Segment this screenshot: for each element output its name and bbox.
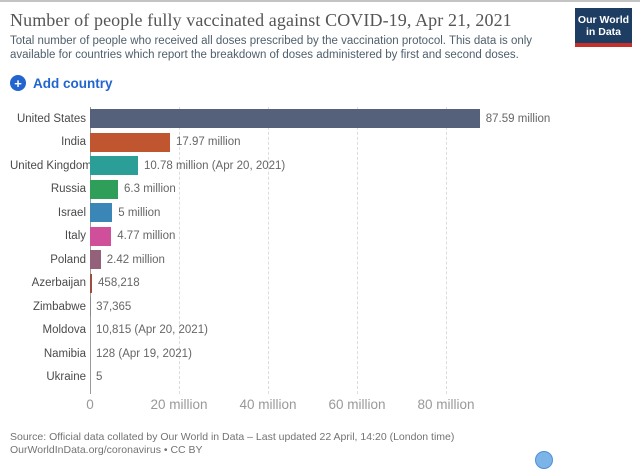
country-label: United States: [10, 113, 86, 125]
value-label: 2.42 million: [107, 254, 165, 266]
value-label: 87.59 million: [486, 113, 551, 125]
bar-track: 2.42 million: [90, 250, 630, 269]
header-text: Number of people fully vaccinated agains…: [10, 8, 570, 62]
x-tick-label: 40 million: [239, 397, 296, 412]
source-line: Source: Official data collated by Our Wo…: [10, 431, 640, 444]
country-label: Poland: [10, 254, 86, 266]
bar-track: 17.97 million: [90, 133, 630, 152]
bar-track: 458,218: [90, 274, 630, 293]
x-tick-label: 60 million: [328, 397, 385, 412]
country-label: Italy: [10, 230, 86, 242]
bar-row: Azerbaijan 458,218: [10, 272, 630, 296]
owid-logo[interactable]: Our World in Data: [575, 8, 632, 47]
add-country-button[interactable]: + Add country: [10, 75, 113, 91]
value-label: 5 million: [118, 207, 160, 219]
bar-row: Namibia 128 (Apr 19, 2021): [10, 342, 630, 366]
chart-rows: United States 87.59 million India 17.97 mil…: [10, 107, 630, 389]
country-label: Moldova: [10, 324, 86, 336]
x-tick-label: 80 million: [417, 397, 474, 412]
bar-row: Italy 4.77 million: [10, 225, 630, 249]
x-tick-label: 0: [86, 397, 94, 412]
bar-track: 6.3 million: [90, 180, 630, 199]
bar-row: India 17.97 million: [10, 131, 630, 155]
bar-track: 5 million: [90, 203, 630, 222]
bar-row: Poland 2.42 million: [10, 248, 630, 272]
value-label: 5: [96, 371, 102, 383]
chart-title: Number of people fully vaccinated agains…: [10, 8, 570, 32]
x-tick-label: 20 million: [150, 397, 207, 412]
bar-row: Zimbabwe 37,365: [10, 295, 630, 319]
bar[interactable]: [90, 133, 170, 152]
bar[interactable]: [90, 109, 480, 128]
bar-row: United Kingdom 10.78 million (Apr 20, 202…: [10, 154, 630, 178]
chart-subtitle: Total number of people who received all …: [10, 34, 570, 62]
bar-row: Ukraine 5: [10, 366, 630, 390]
bar[interactable]: [90, 274, 92, 293]
country-label: Zimbabwe: [10, 301, 86, 313]
country-label: Namibia: [10, 348, 86, 360]
country-label: Israel: [10, 207, 86, 219]
country-label: Russia: [10, 183, 86, 195]
value-label: 6.3 million: [124, 183, 176, 195]
country-label: Ukraine: [10, 371, 86, 383]
add-country-label: Add country: [33, 76, 113, 91]
x-axis: 0 20 million 40 million 60 million 80 millio…: [10, 395, 630, 419]
bar[interactable]: [90, 180, 118, 199]
header: Number of people fully vaccinated agains…: [0, 2, 640, 62]
bar-track: 10,815 (Apr 20, 2021): [90, 321, 630, 340]
country-label: United Kingdom: [10, 160, 86, 172]
country-label: Azerbaijan: [10, 277, 86, 289]
bar[interactable]: [90, 227, 111, 246]
bar-chart: United States 87.59 million India 17.97 mil…: [10, 107, 630, 419]
bar-track: 4.77 million: [90, 227, 630, 246]
bar[interactable]: [90, 156, 138, 175]
bar-row: Moldova 10,815 (Apr 20, 2021): [10, 319, 630, 343]
bar-row: Israel 5 million: [10, 201, 630, 225]
owid-logo-line1: Our World: [578, 14, 629, 26]
partially-visible-button[interactable]: [535, 451, 553, 469]
bar-track: 128 (Apr 19, 2021): [90, 344, 630, 363]
plus-icon: +: [10, 75, 26, 91]
country-label: India: [10, 136, 86, 148]
value-label: 10.78 million (Apr 20, 2021): [144, 160, 285, 172]
value-label: 4.77 million: [117, 230, 175, 242]
bar-row: Russia 6.3 million: [10, 178, 630, 202]
bar[interactable]: [90, 203, 112, 222]
bar-track: 5: [90, 368, 630, 387]
value-label: 458,218: [98, 277, 140, 289]
bar-track: 87.59 million: [90, 109, 630, 128]
bar-row: United States 87.59 million: [10, 107, 630, 131]
bar-track: 10.78 million (Apr 20, 2021): [90, 156, 630, 175]
owid-logo-line2: in Data: [586, 26, 621, 38]
value-label: 17.97 million: [176, 136, 241, 148]
value-label: 128 (Apr 19, 2021): [96, 348, 192, 360]
bar-track: 37,365: [90, 297, 630, 316]
value-label: 37,365: [96, 301, 131, 313]
bar[interactable]: [90, 250, 101, 269]
value-label: 10,815 (Apr 20, 2021): [96, 324, 208, 336]
